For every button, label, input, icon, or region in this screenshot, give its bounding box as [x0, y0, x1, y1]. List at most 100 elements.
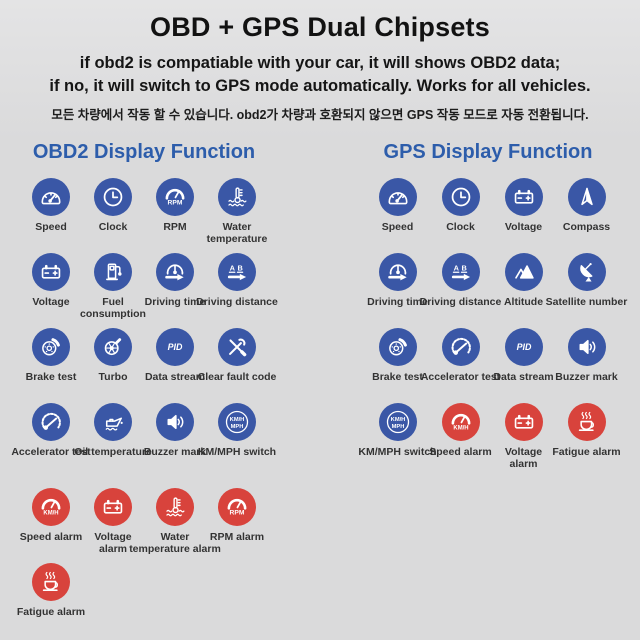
gps-section: GPS Display Function Speed Clock Voltage…	[356, 140, 627, 478]
obd2-icon-grid: Speed Clock RPM RPM Water temperature Vol…	[8, 178, 280, 628]
crossed-tools-icon	[218, 328, 256, 366]
svg-text:PID: PID	[516, 342, 531, 352]
feature-label: Buzzer mark	[555, 371, 618, 383]
svg-text:MPH: MPH	[391, 424, 404, 430]
feature-item: Water temperature alarm	[129, 488, 221, 556]
subtitle-line-1: if obd2 is compatiable with your car, it…	[79, 54, 561, 72]
feature-item: PID Data stream	[144, 328, 206, 383]
feature-item: Voltage	[20, 253, 82, 308]
feature-item: Turbo	[82, 328, 144, 383]
feature-item: Speed	[20, 178, 82, 233]
feature-item: Accelerator test	[11, 403, 91, 458]
feature-label: Voltage alarm	[504, 446, 543, 471]
coffee-cup-icon	[567, 403, 606, 441]
feature-label: Fatigue alarm	[552, 446, 621, 458]
feature-label: Data stream	[493, 371, 554, 383]
pid-icon: PID	[504, 328, 543, 366]
svg-text:KM/H: KM/H	[43, 511, 58, 517]
speedometer-icon	[378, 178, 417, 216]
feature-item: PID Data stream	[492, 328, 555, 383]
subtitle-korean: 모든 차량에서 작동 할 수 있습니다. obd2가 차량과 호환되지 않으면 …	[51, 108, 589, 122]
feature-label: Voltage	[32, 296, 70, 308]
obd2-section: OBD2 Display Function Speed Clock RPM RPM…	[8, 140, 280, 628]
feature-label: Oil temperature	[74, 446, 152, 458]
feature-item: Fuel consumption	[80, 253, 146, 321]
clock-icon	[441, 178, 480, 216]
feature-item: Compass	[555, 178, 618, 233]
feature-label: Data stream	[144, 371, 206, 383]
svg-text:A: A	[453, 263, 459, 272]
feature-label: Compass	[562, 221, 611, 233]
svg-text:RPM: RPM	[168, 200, 183, 207]
feature-item: Speed	[366, 178, 429, 233]
turbo-icon	[94, 328, 132, 366]
altitude-icon	[504, 253, 543, 291]
feature-item: KM/H Speed alarm	[20, 488, 82, 543]
feature-item: Driving time	[366, 253, 429, 308]
svg-text:KM/H: KM/H	[453, 426, 468, 432]
satellite-dish-icon	[567, 253, 606, 291]
battery-icon	[504, 178, 543, 216]
battery-icon	[504, 403, 543, 441]
kmh-mph-switch-icon: KM/H MPH	[378, 403, 417, 441]
feature-item: Water temperature	[206, 178, 268, 246]
feature-label: Fuel consumption	[80, 296, 146, 321]
feature-label: Clock	[446, 221, 475, 233]
feature-item: Buzzer mark	[555, 328, 618, 383]
pid-icon: PID	[156, 328, 194, 366]
feature-item: Buzzer mark	[144, 403, 206, 458]
header: OBD + GPS Dual Chipsets if obd2 is compa…	[0, 12, 640, 123]
accelerator-gauge-icon	[441, 328, 480, 366]
brake-disc-icon	[32, 328, 70, 366]
compass-icon	[567, 178, 606, 216]
clock-icon	[94, 178, 132, 216]
gps-section-heading: GPS Display Function	[383, 141, 593, 163]
svg-text:B: B	[461, 263, 466, 272]
feature-item: RPM RPM alarm	[206, 488, 268, 543]
feature-label: RPM alarm	[209, 531, 265, 543]
coffee-cup-icon	[32, 563, 70, 601]
feature-label: KM/MPH switch	[197, 446, 277, 458]
feature-label: Clock	[98, 221, 128, 233]
feature-item: KM/H MPH KM/MPH switch	[358, 403, 437, 458]
feature-item: Clock	[429, 178, 492, 233]
feature-label: Brake test	[25, 371, 77, 383]
feature-label: Driving time	[367, 296, 428, 308]
feature-item: Voltage	[492, 178, 555, 233]
svg-text:A: A	[230, 263, 236, 272]
feature-item: Oil temperature	[74, 403, 152, 458]
feature-label: Driving time	[144, 296, 206, 308]
feature-label: Fatigue alarm	[16, 606, 86, 618]
fuel-pump-icon	[94, 253, 132, 291]
feature-label: Accelerator test	[420, 371, 501, 383]
feature-item: Brake test	[20, 328, 82, 383]
svg-text:MPH: MPH	[231, 424, 244, 430]
speaker-icon	[156, 403, 194, 441]
kmh-gauge-icon: KM/H	[441, 403, 480, 441]
oil-can-icon	[94, 403, 132, 441]
feature-label: Voltage alarm	[94, 531, 132, 556]
brake-disc-icon	[378, 328, 417, 366]
battery-icon	[32, 253, 70, 291]
feature-label: Satellite number	[545, 296, 628, 308]
feature-item: Altitude	[492, 253, 555, 308]
feature-label: Water temperature	[206, 221, 268, 246]
feature-label: Buzzer mark	[143, 446, 207, 458]
gps-icon-grid: Speed Clock Voltage Compass Driving time…	[356, 178, 627, 478]
svg-text:RPM: RPM	[230, 510, 245, 517]
feature-label: Altitude	[503, 296, 544, 308]
page-title: OBD + GPS Dual Chipsets	[150, 12, 490, 42]
feature-label: Accelerator test	[11, 446, 91, 458]
water-temperature-icon	[156, 488, 194, 526]
feature-label: Turbo	[98, 371, 128, 383]
feature-item: RPM RPM	[144, 178, 206, 233]
kmh-gauge-icon: KM/H	[32, 488, 70, 526]
feature-item: Voltage alarm	[492, 403, 555, 471]
rpm-gauge-icon: RPM	[156, 178, 194, 216]
feature-item: KM/H Speed alarm	[429, 403, 492, 458]
